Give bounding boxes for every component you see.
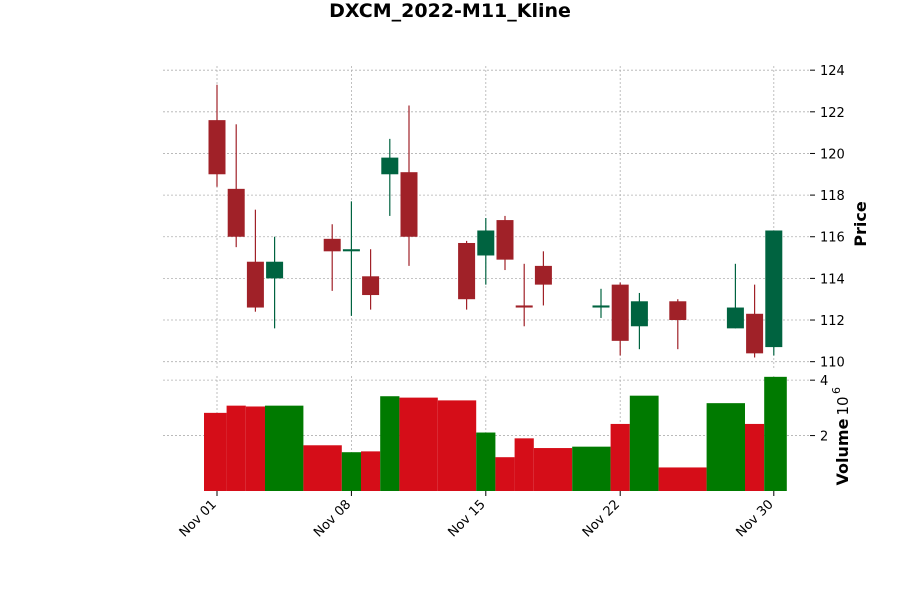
price-tick-label: 118 <box>820 189 845 204</box>
candle-body <box>477 230 495 256</box>
candle-body <box>746 313 764 354</box>
price-tick-label: 114 <box>820 272 845 287</box>
candle-body <box>496 220 514 260</box>
volume-bar <box>495 457 515 491</box>
x-axis: Nov 01 Nov 08 Nov 15 Nov 22 Nov 30 <box>177 491 777 540</box>
price-tick-label: 122 <box>820 106 845 121</box>
volume-exponent: 10 6 <box>830 387 852 416</box>
price-tick-label: 110 <box>820 356 845 371</box>
volume-bar <box>572 446 611 491</box>
volume-bar <box>399 397 438 491</box>
volume-axis: 24 <box>810 374 828 445</box>
candle-body <box>246 261 264 308</box>
candle <box>266 236 284 329</box>
x-tick-label: Nov 15 <box>445 497 488 540</box>
volume-exponent-base: 10 <box>834 396 852 415</box>
volume-bar <box>764 376 787 491</box>
candle-body <box>227 188 245 237</box>
candle-body <box>266 261 284 279</box>
candle-body <box>726 307 744 329</box>
candle <box>477 218 495 285</box>
volume-bar <box>437 400 477 491</box>
candle-body <box>515 305 533 308</box>
volume-exponent-power: 6 <box>830 387 843 394</box>
candle <box>669 299 687 350</box>
chart-title: DXCM_2022-M11_Kline <box>329 0 571 22</box>
price-axis: 110 112 114 116 118 120 122 124 <box>810 64 845 371</box>
candle <box>630 292 648 350</box>
price-tick-label: 112 <box>820 314 845 329</box>
candle-body <box>458 242 476 300</box>
candles <box>208 84 783 358</box>
volume-axis-label: Volume <box>833 418 852 485</box>
volume-bar <box>361 451 381 491</box>
candle-body <box>611 284 629 341</box>
candle <box>611 282 629 356</box>
volume-bar <box>226 405 246 491</box>
candle-body <box>342 249 360 252</box>
candle-body <box>208 120 226 175</box>
volume-bar <box>265 405 304 491</box>
candle <box>496 215 514 271</box>
volume-bar <box>380 396 400 491</box>
candle <box>246 209 264 312</box>
candle-body <box>765 230 783 348</box>
volume-bar <box>533 448 573 491</box>
volume-tick-label: 2 <box>820 430 828 445</box>
candle <box>208 84 226 187</box>
candle-body <box>400 172 418 237</box>
x-tick-label: Nov 01 <box>177 497 220 540</box>
volume-bar <box>204 412 227 491</box>
candle <box>342 201 360 316</box>
volume-bar <box>629 395 659 491</box>
candle <box>381 138 399 216</box>
candle <box>227 124 245 248</box>
candle <box>592 288 610 318</box>
candle <box>534 251 552 306</box>
volume-bar <box>476 432 496 491</box>
x-tick-label: Nov 08 <box>311 497 354 540</box>
candle <box>515 263 533 327</box>
volume-tick-label: 4 <box>820 374 828 389</box>
candle <box>400 105 418 266</box>
candle-body <box>534 265 552 285</box>
candle <box>323 224 341 291</box>
candle-body <box>592 305 610 308</box>
volume-bar <box>514 438 534 491</box>
price-axis-label: Price <box>851 201 870 247</box>
candle-body <box>630 301 648 327</box>
volume-bar <box>303 445 342 491</box>
price-tick-label: 120 <box>820 147 845 162</box>
candle-body <box>323 238 341 252</box>
volume-bar <box>245 406 265 491</box>
candle <box>726 263 744 329</box>
volume-bar <box>658 467 707 491</box>
candle-body <box>669 301 687 321</box>
price-grid <box>163 66 810 370</box>
volume-bar <box>341 452 361 491</box>
volume-bar <box>610 423 630 491</box>
candle-body <box>381 157 399 175</box>
volume-bar <box>706 403 745 491</box>
candle <box>746 284 764 358</box>
volume-bar <box>745 423 765 491</box>
candle <box>765 230 783 356</box>
candle <box>362 249 380 310</box>
price-tick-label: 116 <box>820 231 845 246</box>
volume-bars <box>204 376 787 491</box>
candle <box>458 240 476 310</box>
price-tick-label: 124 <box>820 64 845 79</box>
candle-body <box>362 276 380 296</box>
x-tick-label: Nov 22 <box>580 497 623 540</box>
x-tick-label: Nov 30 <box>733 497 776 540</box>
